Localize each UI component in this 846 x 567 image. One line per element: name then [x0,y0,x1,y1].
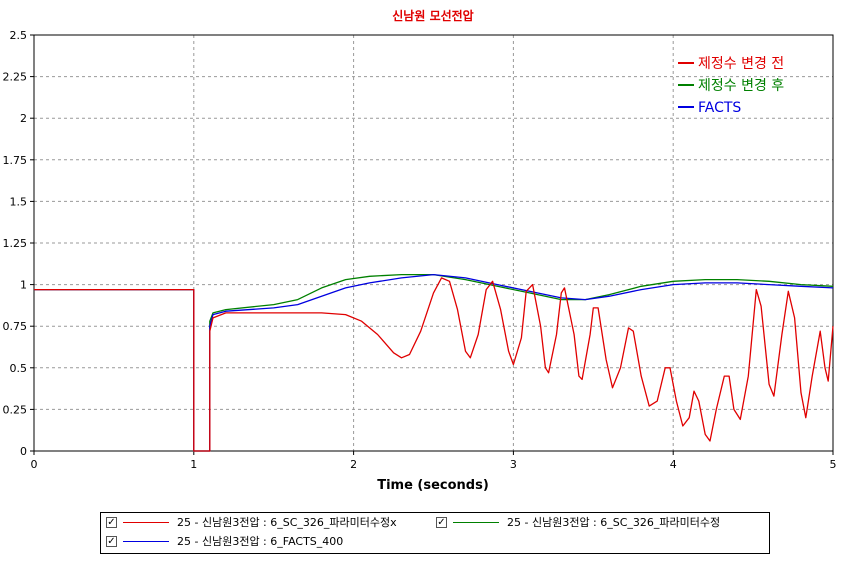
legend-label-red: 25 - 신남원3전압 : 6_SC_326_파라미터수정x [177,516,397,529]
series-checkbox-red[interactable]: ✓ [106,517,117,528]
y-tick-label: 2.25 [3,71,28,84]
legend-row-2: ✓ 25 - 신남원3전압 : 6_FACTS_400 [101,533,771,551]
legend-entry: FACTS [698,100,741,116]
voltage-chart: 신남원 모선전압 0 0.25 0.5 0.75 1 1.25 1.5 1.75 2 2.25 2.… [3,8,837,493]
x-tick-label: 3 [510,458,517,471]
legend-entry: 제정수 변경 후 [698,78,784,94]
series-lines [34,273,834,452]
legend-row-1: ✓ 25 - 신남원3전압 : 6_SC_326_파라미터수정x ✓ 25 - … [101,514,771,532]
y-tick-label: 0 [20,445,27,458]
legend-entry: 제정수 변경 전 [698,56,784,72]
series-legend-panel: ✓ 25 - 신남원3전압 : 6_SC_326_파라미터수정x ✓ 25 - … [100,512,770,554]
y-tick-label: 1.75 [3,154,28,167]
x-tick-label: 5 [830,458,837,471]
y-tick-label: 2 [20,112,27,125]
x-tick-label: 0 [31,458,38,471]
grid-lines [34,35,833,451]
series-checkbox-green[interactable]: ✓ [436,517,447,528]
x-tick-label: 4 [670,458,677,471]
y-tick-label: 0.5 [10,362,28,375]
x-axis-ticks: 0 1 2 3 4 5 [31,451,837,471]
y-axis-ticks: 0 0.25 0.5 0.75 1 1.25 1.5 1.75 2 2.25 2.5 [3,29,34,458]
x-tick-label: 1 [190,458,197,471]
y-tick-label: 0.25 [3,403,28,416]
red-line-swatch [123,522,169,523]
y-tick-label: 2.5 [10,29,28,42]
y-tick-label: 1 [20,279,27,292]
y-tick-label: 0.75 [3,320,28,333]
series-line-0 [34,277,834,452]
legend-label-blue: 25 - 신남원3전압 : 6_FACTS_400 [177,535,344,548]
green-line-swatch [453,522,499,523]
series-line-2 [34,273,834,452]
legend-label-green: 25 - 신남원3전압 : 6_SC_326_파라미터수정 [507,516,721,529]
chart-title: 신남원 모선전압 [392,8,473,23]
blue-line-swatch [123,541,169,542]
x-axis-label: Time (seconds) [377,478,489,493]
y-tick-label: 1.5 [10,195,28,208]
series-checkbox-blue[interactable]: ✓ [106,536,117,547]
x-tick-label: 2 [350,458,357,471]
y-tick-label: 1.25 [3,237,28,250]
